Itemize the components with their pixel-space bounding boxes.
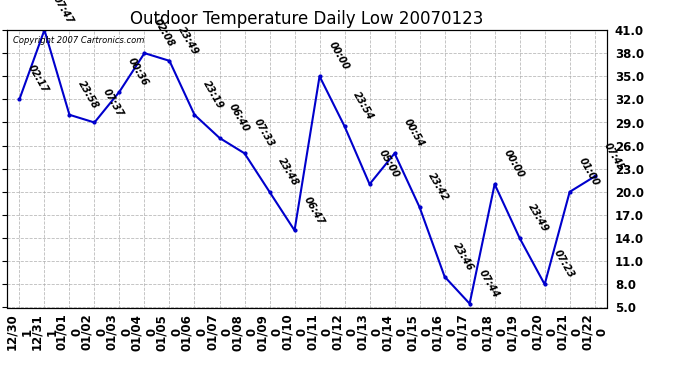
Text: 07:45: 07:45 bbox=[602, 141, 626, 172]
Text: 01:00: 01:00 bbox=[577, 156, 601, 188]
Text: 23:19: 23:19 bbox=[201, 79, 226, 111]
Text: 07:37: 07:37 bbox=[101, 87, 126, 118]
Text: 00:54: 00:54 bbox=[402, 117, 426, 149]
Text: 23:49: 23:49 bbox=[177, 25, 201, 57]
Text: 06:40: 06:40 bbox=[226, 102, 250, 134]
Text: 23:49: 23:49 bbox=[526, 202, 551, 234]
Text: 00:36: 00:36 bbox=[126, 56, 150, 87]
Text: 00:00: 00:00 bbox=[326, 40, 351, 72]
Text: 23:58: 23:58 bbox=[77, 79, 101, 111]
Text: 23:48: 23:48 bbox=[277, 156, 301, 188]
Text: 00:00: 00:00 bbox=[502, 148, 526, 180]
Text: 23:54: 23:54 bbox=[351, 90, 375, 122]
Text: 07:44: 07:44 bbox=[477, 268, 501, 300]
Text: 23:46: 23:46 bbox=[451, 241, 475, 273]
Text: 06:47: 06:47 bbox=[302, 195, 326, 226]
Title: Outdoor Temperature Daily Low 20070123: Outdoor Temperature Daily Low 20070123 bbox=[130, 10, 484, 28]
Text: 07:33: 07:33 bbox=[251, 117, 275, 149]
Text: 02:08: 02:08 bbox=[151, 17, 175, 49]
Text: 07:47: 07:47 bbox=[51, 0, 75, 26]
Text: 02:17: 02:17 bbox=[26, 63, 50, 95]
Text: 05:00: 05:00 bbox=[377, 148, 401, 180]
Text: 23:42: 23:42 bbox=[426, 171, 451, 203]
Text: Copyright 2007 Cartronics.com: Copyright 2007 Cartronics.com bbox=[13, 36, 144, 45]
Text: 07:23: 07:23 bbox=[551, 249, 575, 280]
